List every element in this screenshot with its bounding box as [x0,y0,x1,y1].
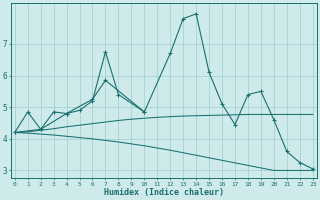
X-axis label: Humidex (Indice chaleur): Humidex (Indice chaleur) [104,188,224,197]
